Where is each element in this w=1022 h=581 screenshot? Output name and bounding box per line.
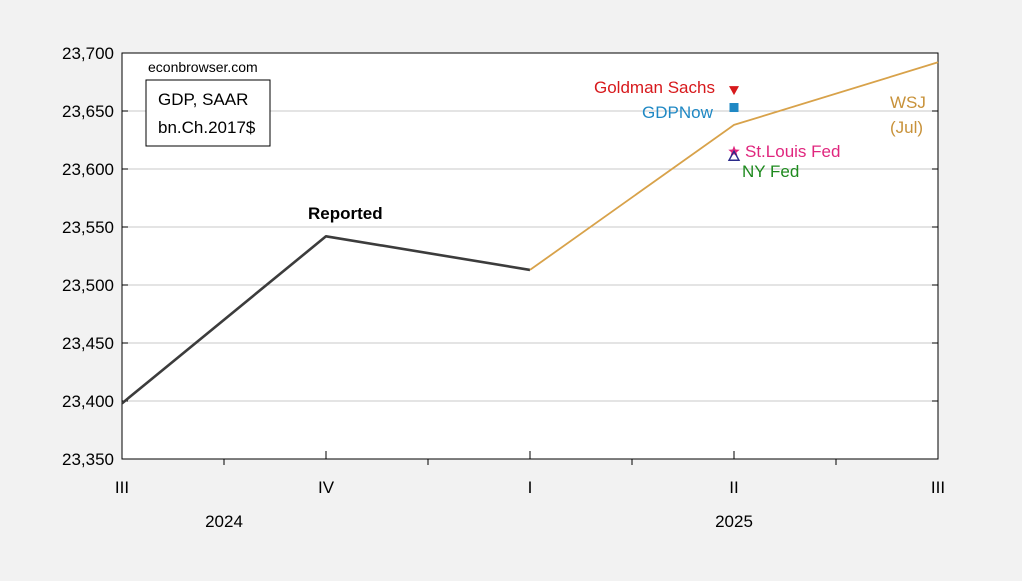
- marker-goldman-sachs: [729, 86, 739, 96]
- series-lines: [121, 61, 939, 405]
- x-tick-label: II: [729, 478, 738, 497]
- series-line-wsj-jul-: [529, 61, 939, 271]
- x-tick-label: IV: [318, 478, 335, 497]
- y-tick-label: 23,600: [62, 160, 114, 179]
- annotation-wsj-jul: (Jul): [890, 118, 923, 137]
- series-line-reported: [121, 234, 531, 405]
- forecast-points: [727, 86, 741, 161]
- y-tick-label: 23,700: [62, 44, 114, 63]
- y-tick-label: 23,650: [62, 102, 114, 121]
- legend-line-2: bn.Ch.2017$: [158, 118, 256, 137]
- year-label: 2024: [205, 512, 243, 531]
- source-note: econbrowser.com: [148, 59, 258, 75]
- marker-gdpnow: [729, 103, 739, 113]
- annotation-gdpnow: GDPNow: [642, 103, 714, 122]
- legend-box: GDP, SAAR bn.Ch.2017$: [145, 79, 271, 147]
- legend-frame: [145, 79, 271, 147]
- y-axis-ticks: 23,350 23,400 23,450 23,500 23,550 23,600 23,6…: [62, 44, 938, 469]
- y-tick-label: 23,400: [62, 392, 114, 411]
- x-tick-label: I: [528, 478, 533, 497]
- x-tick-label: III: [931, 478, 945, 497]
- annotation-reported: Reported: [308, 204, 383, 223]
- annotation-stlouis-fed: St.Louis Fed: [745, 142, 840, 161]
- y-tick-label: 23,500: [62, 276, 114, 295]
- year-label: 2025: [715, 512, 753, 531]
- y-tick-label: 23,450: [62, 334, 114, 353]
- annotation-goldman-sachs: Goldman Sachs: [594, 78, 715, 97]
- gridlines: [122, 110, 938, 402]
- annotation-wsj: WSJ: [890, 93, 926, 112]
- y-tick-label: 23,350: [62, 450, 114, 469]
- marker-ny-fed: [727, 149, 741, 161]
- annotation-ny-fed: NY Fed: [742, 162, 799, 181]
- x-tick-label: III: [115, 478, 129, 497]
- legend-line-1: GDP, SAAR: [158, 90, 248, 109]
- y-tick-label: 23,550: [62, 218, 114, 237]
